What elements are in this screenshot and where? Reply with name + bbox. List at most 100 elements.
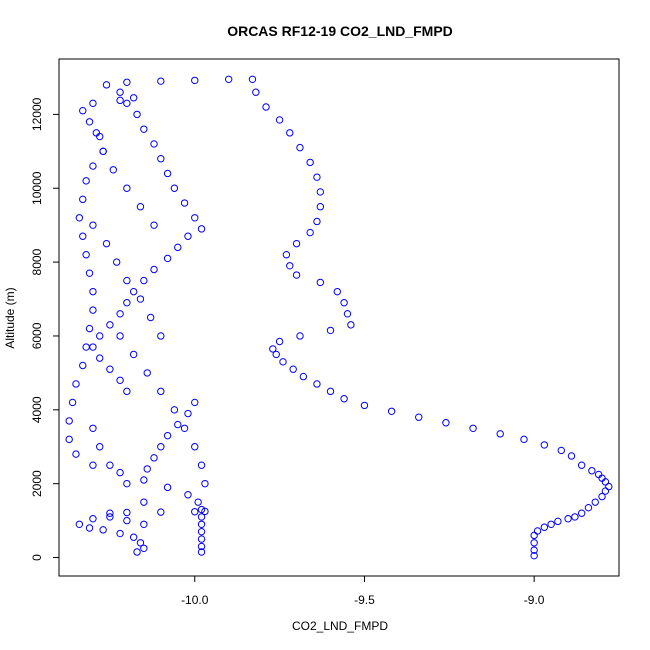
data-point	[140, 276, 148, 285]
data-point	[72, 380, 80, 388]
data-point	[96, 354, 104, 362]
data-point	[269, 345, 277, 353]
data-point	[326, 387, 335, 396]
data-point	[68, 398, 77, 407]
data-point	[170, 184, 179, 192]
data-point	[197, 527, 206, 536]
data-point	[469, 424, 477, 432]
data-point	[116, 376, 124, 384]
data-point	[201, 507, 209, 516]
data-point	[191, 214, 199, 222]
data-point	[184, 409, 192, 418]
data-point	[197, 542, 206, 551]
data-point	[605, 482, 613, 491]
data-point	[564, 515, 572, 523]
y-tick-label: 4000	[30, 396, 44, 423]
data-point	[79, 232, 87, 240]
data-point	[326, 326, 335, 335]
data-point	[197, 513, 206, 521]
data-point	[197, 461, 206, 469]
data-point	[530, 551, 538, 560]
y-tick-label: 6000	[30, 322, 44, 349]
data-point	[116, 96, 124, 105]
data-point	[96, 332, 104, 340]
data-point	[275, 116, 284, 124]
data-point	[123, 299, 131, 307]
data-point	[286, 129, 294, 137]
data-point	[89, 515, 97, 523]
data-point	[252, 88, 260, 96]
data-point	[157, 332, 165, 340]
data-point	[316, 203, 325, 211]
data-point	[109, 166, 118, 174]
data-point	[554, 517, 562, 526]
data-point	[157, 387, 165, 396]
data-point	[577, 509, 586, 517]
data-point	[143, 465, 151, 473]
data-point	[106, 321, 114, 329]
data-point	[567, 452, 576, 460]
data-point	[123, 78, 131, 86]
data-point	[282, 251, 291, 259]
data-point	[296, 332, 304, 340]
data-point	[116, 529, 124, 538]
data-point	[347, 321, 355, 329]
data-point	[520, 435, 528, 444]
data-point	[123, 387, 131, 396]
x-axis-label: CO2_LND_FMPD	[292, 619, 388, 633]
data-point	[201, 479, 209, 488]
data-point	[150, 454, 158, 462]
data-point	[594, 470, 603, 479]
data-point	[588, 467, 596, 475]
data-point	[197, 225, 206, 233]
data-point	[85, 118, 94, 126]
data-point	[82, 177, 90, 185]
data-point	[299, 372, 308, 381]
data-point	[140, 476, 148, 484]
data-point	[571, 513, 579, 521]
data-point	[540, 441, 549, 449]
data-point	[157, 443, 165, 451]
data-point	[174, 420, 182, 429]
data-point	[333, 287, 342, 296]
data-point	[194, 498, 202, 506]
data-point	[85, 269, 94, 277]
data-point	[89, 343, 97, 351]
data-point	[557, 446, 566, 455]
data-point	[163, 254, 172, 263]
data-point	[140, 125, 148, 133]
y-tick-label: 8000	[30, 248, 44, 275]
data-point	[65, 435, 73, 444]
data-point	[442, 419, 450, 427]
data-point	[89, 461, 97, 469]
data-point	[163, 169, 172, 178]
data-point	[577, 461, 586, 469]
data-point	[75, 214, 84, 222]
data-point	[170, 406, 179, 414]
data-point	[306, 158, 314, 167]
data-point	[129, 350, 138, 359]
x-tick-label: -9.5	[354, 593, 375, 607]
y-axis: 0 2000 4000 6000 8000 10000 12000	[30, 97, 59, 561]
data-point	[143, 369, 151, 377]
data-point	[547, 520, 555, 528]
data-point	[123, 99, 131, 108]
data-point	[197, 520, 206, 528]
x-axis: -10.0 -9.5 -9.0	[181, 576, 545, 607]
data-point	[129, 94, 138, 102]
data-point	[316, 188, 325, 196]
data-point	[140, 520, 148, 528]
data-point	[540, 523, 549, 531]
data-point	[106, 509, 114, 517]
data-point	[133, 548, 141, 556]
data-point	[174, 243, 182, 252]
data-point	[191, 398, 199, 407]
data-point	[163, 431, 172, 440]
data-point	[279, 358, 287, 366]
data-point	[85, 524, 94, 532]
data-point	[129, 533, 138, 541]
data-point	[180, 424, 189, 432]
data-point	[99, 147, 107, 156]
data-point	[133, 110, 141, 119]
